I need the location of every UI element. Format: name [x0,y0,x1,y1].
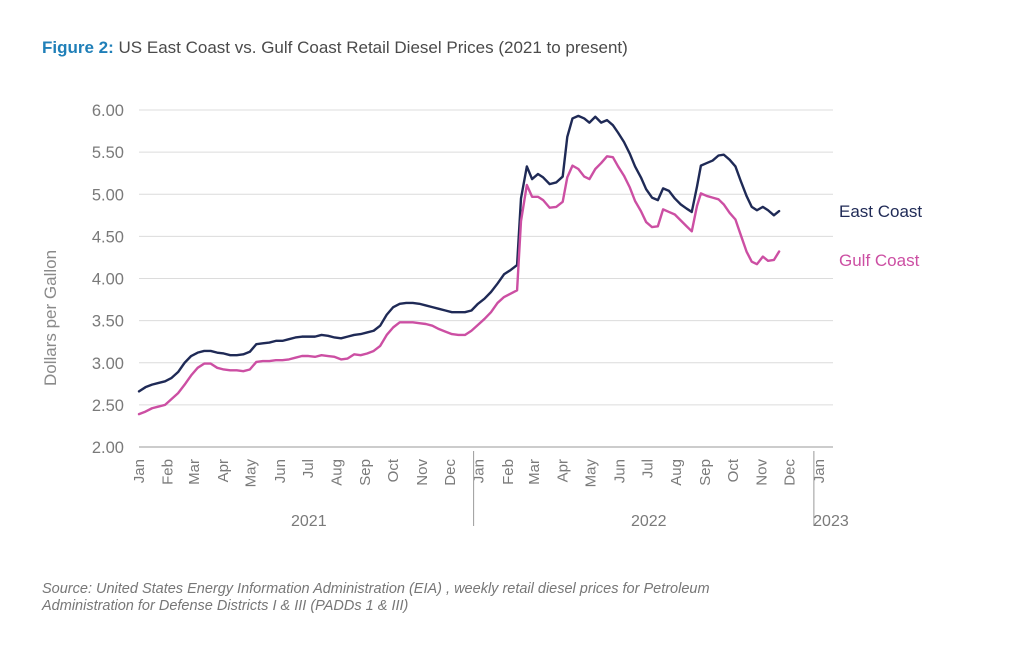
x-tick-label: Sep [697,459,714,486]
x-tick-label: Aug [329,459,346,486]
y-tick-label: 4.00 [92,271,124,289]
x-tick-label: Feb [500,459,517,485]
x-tick-label: Apr [215,459,232,482]
figure-title-text: US East Coast vs. Gulf Coast Retail Dies… [118,38,628,57]
y-axis-ticks: 2.00 2.50 3.00 3.50 4.00 4.50 5.00 5.50 6.00 [92,102,124,457]
source-line-1: Source: United States Energy Information… [42,581,710,597]
source-note: Source: United States Energy Information… [42,581,1002,615]
x-tick-label: Oct [385,458,402,482]
x-tick-label: Aug [668,459,685,486]
x-tick-label: Jul [300,459,317,478]
x-tick-label: Mar [186,459,203,485]
year-label: 2023 [813,513,849,530]
series [137,114,781,416]
x-tick-label: Jan [471,459,488,483]
x-tick-label: Nov [414,459,431,486]
x-tick-label: May [242,459,259,488]
y-axis-label: Dollars per Gallon [41,250,60,386]
x-tick-label: Oct [725,458,742,482]
series-line-east-coast [137,114,781,393]
y-tick-label: 3.00 [92,355,124,373]
y-tick-label: 5.00 [92,186,124,204]
figure-title: Figure 2: US East Coast vs. Gulf Coast R… [42,38,628,58]
x-tick-label: Feb [160,459,177,485]
y-tick-label: 2.50 [92,397,124,415]
x-tick-label: Jun [272,459,289,483]
year-label: 2021 [291,513,327,530]
x-tick-label: Jan [811,459,828,483]
x-tick-label: Jan [131,459,148,483]
y-tick-label: 4.50 [92,228,124,246]
x-axis: Jan Feb Mar Apr May Jun Jul Aug Sep Oct Nov Dec Jan F… [131,451,849,530]
source-line-2: Administration for Defense Districts I &… [42,598,409,614]
y-tick-label: 5.50 [92,144,124,162]
x-tick-label: Dec [782,459,799,486]
y-tick-label: 3.50 [92,313,124,331]
chart: 2.00 2.50 3.00 3.50 4.00 4.50 5.00 5.50 6.00 Dol… [41,102,922,530]
x-tick-label: Mar [526,459,543,485]
y-tick-label: 2.00 [92,439,124,457]
x-tick-label: May [583,459,600,488]
x-tick-label: Jul [639,459,656,478]
x-tick-label: Apr [555,459,572,482]
legend: East Coast Gulf Coast [839,202,922,270]
x-tick-label: Nov [754,459,771,486]
y-tick-label: 6.00 [92,102,124,120]
series-line-gulf-coast [137,155,781,416]
x-tick-label: Dec [442,459,459,486]
year-label: 2022 [631,513,667,530]
legend-label-gulf-coast: Gulf Coast [839,251,920,270]
x-tick-label: Sep [357,459,374,486]
figure-label: Figure 2: [42,38,114,57]
x-tick-label: Jun [611,459,628,483]
legend-label-east-coast: East Coast [839,202,922,221]
